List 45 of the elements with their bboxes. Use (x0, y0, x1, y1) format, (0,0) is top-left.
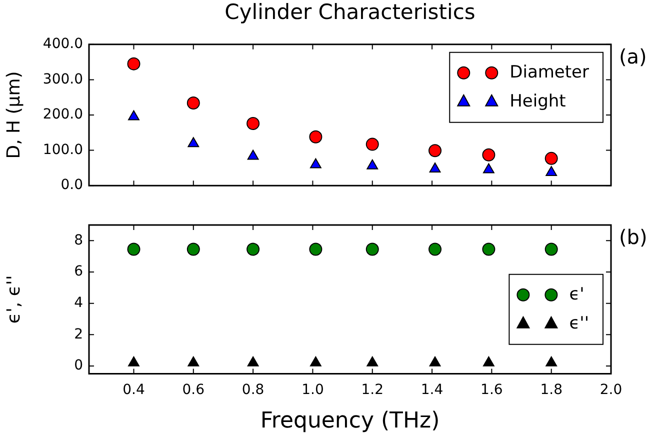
y-tick-label: 400.0 (42, 36, 83, 52)
x-tick-label: 1.8 (540, 382, 562, 398)
point (128, 110, 140, 120)
legend-label: Diameter (510, 62, 590, 82)
legend-label: ϵ'' (569, 313, 590, 334)
point (366, 159, 378, 170)
chart-title: Cylinder Characteristics (224, 0, 476, 24)
y-tick-label: 300.0 (42, 71, 83, 88)
point (429, 162, 441, 173)
point (246, 116, 260, 130)
text: (a) (619, 44, 647, 69)
legend-label: Height (510, 91, 566, 112)
y-tick-label: 200.0 (42, 106, 83, 123)
point (309, 130, 322, 144)
y-tick-label: 0 (74, 358, 83, 374)
point (310, 158, 322, 168)
x-tick-label: 1.2 (361, 382, 384, 398)
y-tick-label: 2 (74, 326, 83, 342)
y-tick-label: 100.0 (42, 142, 83, 158)
x-tick-label: 0.6 (182, 382, 205, 398)
point (428, 144, 442, 158)
y-axis-title: ϵ', ϵ'' (3, 275, 24, 324)
legend-label: ϵ' (569, 284, 584, 304)
point (483, 163, 494, 174)
point (366, 138, 379, 151)
point (127, 57, 140, 70)
y-tick-label: 4 (74, 294, 84, 311)
x-tick-label: 0.4 (122, 382, 145, 398)
point (247, 150, 259, 160)
x-tick-label: 1.0 (302, 382, 324, 398)
y-tick-label: 6 (74, 264, 84, 280)
x-tick-label: 1.6 (480, 382, 503, 398)
x-axis-title: Frequency (THz) (260, 408, 440, 434)
x-tick-label: 0.8 (242, 382, 264, 398)
point (186, 96, 200, 110)
point (546, 166, 558, 176)
y-tick-label: 8 (74, 232, 83, 248)
point (482, 148, 496, 162)
point (188, 137, 200, 148)
y-tick-label: 0.0 (60, 177, 83, 194)
text: (b) (619, 225, 648, 250)
x-tick-label: 1.4 (420, 382, 444, 398)
y-axis-title: D, H (μm) (3, 71, 24, 159)
point (544, 152, 558, 165)
x-tick-label: 2.0 (600, 382, 622, 398)
